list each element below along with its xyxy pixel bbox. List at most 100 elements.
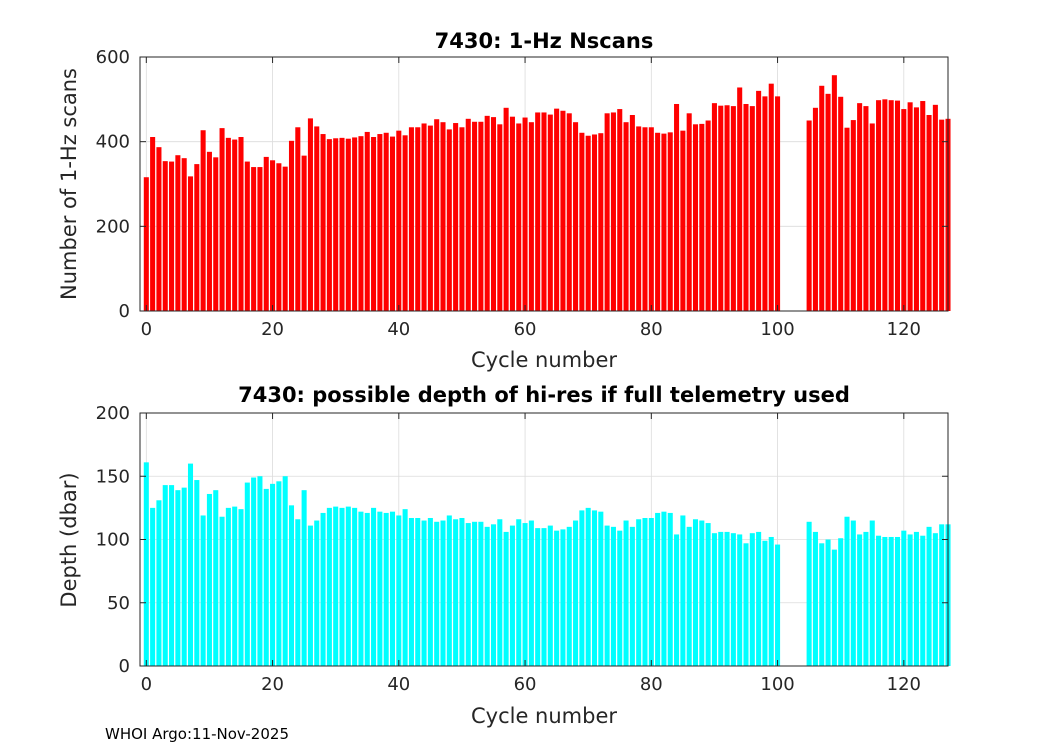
nscans-bar: [667, 132, 673, 311]
depth-bar: [768, 536, 774, 666]
nscans-y-tick-label: 0: [119, 301, 130, 322]
depth-bar: [629, 526, 635, 666]
nscans-bar: [396, 130, 402, 311]
depth-bar: [371, 507, 377, 666]
nscans-bar: [932, 104, 938, 311]
depth-bar: [408, 517, 414, 666]
nscans-bar: [194, 164, 200, 311]
depth-bar: [819, 543, 825, 666]
nscans-ticks: 0 20 40 60 80 100 120 0 200 400 600: [96, 47, 948, 340]
nscans-bar: [768, 83, 774, 311]
depth-bar: [434, 521, 440, 666]
nscans-bar: [882, 99, 888, 311]
depth-bar: [573, 520, 579, 666]
nscans-x-tick-label: 120: [887, 319, 921, 340]
depth-bar: [749, 533, 755, 666]
nscans-bar: [680, 130, 686, 311]
depth-bar: [509, 525, 515, 666]
nscans-bar: [421, 123, 427, 311]
depth-bar: [699, 520, 705, 666]
nscans-bar: [939, 119, 945, 311]
depth-bar: [901, 530, 907, 666]
nscans-bar: [869, 123, 875, 311]
nscans-bar: [598, 133, 604, 311]
nscans-bar: [838, 96, 844, 311]
nscans-bar: [894, 100, 901, 311]
nscans-bar: [352, 137, 358, 311]
nscans-bar: [383, 132, 389, 311]
nscans-bar: [661, 133, 667, 311]
nscans-bar: [288, 140, 295, 311]
depth-bar: [270, 483, 276, 666]
nscans-bar: [554, 108, 560, 311]
nscans-x-tick-label: 60: [514, 319, 537, 340]
nscans-bar: [692, 124, 699, 311]
depth-bar: [838, 538, 844, 666]
depth-y-tick-label: 150: [96, 466, 130, 487]
nscans-bar: [547, 114, 553, 311]
nscans-bar: [175, 155, 181, 311]
depth-bar: [686, 526, 692, 666]
nscans-bar: [648, 127, 654, 311]
depth-bar: [181, 487, 187, 666]
nscans-bar: [490, 117, 497, 311]
nscans-bar: [642, 127, 648, 311]
nscans-bar: [402, 135, 408, 311]
nscans-bar: [812, 107, 818, 311]
nscans-bar: [187, 176, 194, 311]
depth-x-tick-label: 100: [760, 674, 794, 695]
nscans-bar: [509, 116, 515, 311]
depth-bar: [554, 530, 560, 666]
depth-bar: [377, 511, 383, 666]
nscans-bar: [528, 122, 534, 312]
nscans-bar: [623, 122, 629, 312]
nscans-bar: [497, 124, 503, 311]
depth-bar: [490, 524, 497, 666]
nscans-bar: [617, 109, 623, 311]
nscans-bar: [213, 157, 219, 311]
depth-bar: [535, 528, 541, 666]
depth-bar: [219, 516, 225, 666]
depth-bar: [320, 512, 326, 666]
depth-bar: [812, 531, 818, 666]
nscans-bar: [573, 122, 579, 312]
depth-bar: [604, 525, 610, 666]
nscans-bar: [169, 161, 175, 311]
depth-bar: [194, 480, 200, 666]
nscans-chart-title: 7430: 1-Hz Nscans: [435, 29, 654, 53]
nscans-bar: [541, 112, 547, 311]
depth-bar: [276, 481, 282, 666]
nscans-y-axis-label: Number of 1-Hz scans: [57, 68, 81, 300]
nscans-bar: [415, 127, 421, 311]
depth-bar: [762, 540, 768, 666]
nscans-bar: [156, 147, 162, 311]
nscans-bar: [358, 136, 364, 311]
depth-bar: [402, 509, 408, 666]
nscans-bar: [389, 136, 396, 311]
depth-bars: [143, 462, 951, 666]
depth-bar: [775, 544, 781, 666]
nscans-bar: [831, 75, 837, 311]
nscans-bar: [920, 101, 926, 311]
depth-bar: [661, 511, 667, 666]
depth-bar: [932, 533, 938, 666]
depth-bar: [705, 523, 711, 666]
depth-bar: [333, 506, 339, 666]
nscans-bar: [364, 131, 370, 311]
nscans-bar: [150, 137, 156, 311]
nscans-bar: [591, 134, 598, 311]
nscans-bar: [307, 118, 313, 311]
depth-bar: [200, 515, 206, 666]
nscans-bar: [901, 109, 907, 311]
nscans-bar: [345, 138, 351, 311]
nscans-bar: [699, 123, 705, 312]
nscans-bar: [326, 139, 332, 311]
depth-bar: [206, 493, 212, 666]
depth-bar: [844, 516, 850, 666]
nscans-bar: [251, 167, 257, 311]
nscans-bar: [503, 107, 509, 311]
depth-bar: [591, 510, 598, 666]
nscans-axes-box: [139, 56, 949, 312]
depth-bar: [913, 531, 919, 666]
nscans-bar: [459, 127, 465, 311]
